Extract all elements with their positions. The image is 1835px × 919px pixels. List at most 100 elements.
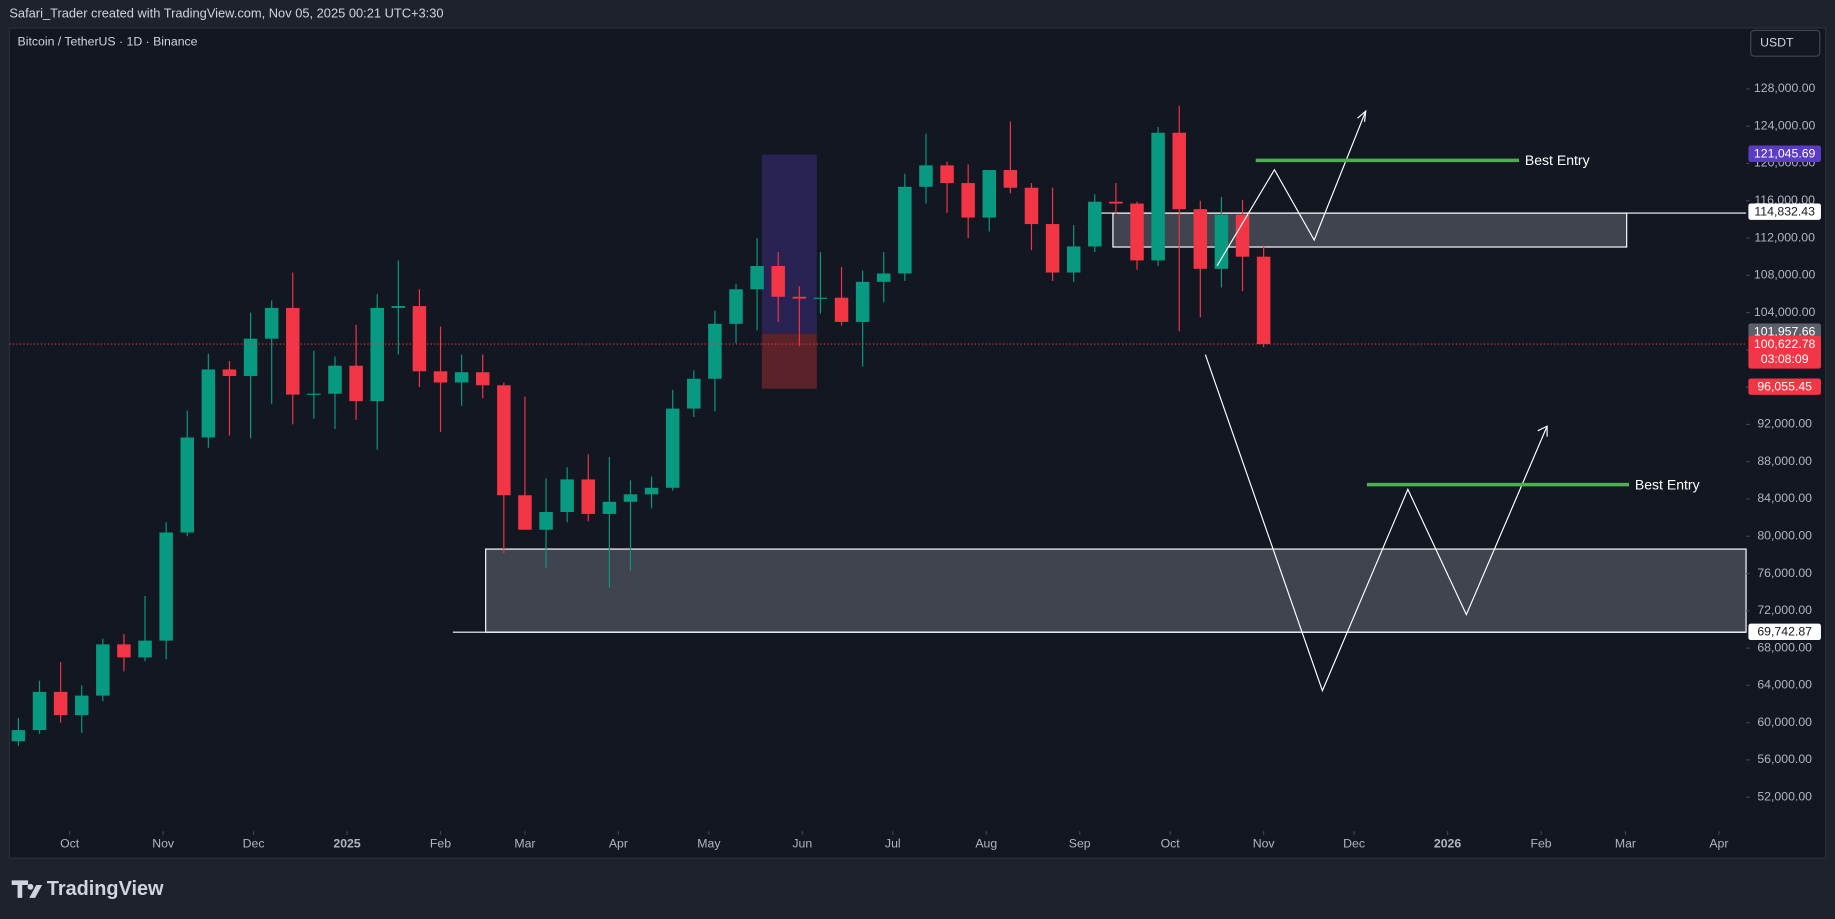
projection-path <box>1216 110 1367 267</box>
candle-body <box>138 640 152 658</box>
candle-body <box>665 408 680 488</box>
x-tick-label: Oct <box>1161 836 1181 850</box>
best-entry-label: Best Entry <box>1525 152 1590 168</box>
price-badge-label: 101,957.66 <box>1754 324 1816 338</box>
price-badge <box>1748 378 1821 395</box>
candle-body <box>243 338 258 376</box>
candle-body <box>708 323 722 379</box>
candle-body <box>328 365 342 394</box>
price-badge <box>1748 145 1821 162</box>
y-tick-label: 108,000.00 <box>1754 268 1816 282</box>
y-tick-label: 76,000.00 <box>1757 566 1812 580</box>
candle-body <box>497 385 511 496</box>
symbol-title: Bitcoin / TetherUS · 1D · Binance <box>18 34 198 48</box>
best-entry-label: Best Entry <box>1635 477 1700 493</box>
candle-body <box>53 691 68 716</box>
price-badge-label: 100,622.78 <box>1754 337 1816 351</box>
currency-button[interactable] <box>1750 29 1821 57</box>
brand-logo: TradingView <box>11 878 164 900</box>
candle-body <box>1045 224 1060 273</box>
y-tick-label: 52,000.00 <box>1757 789 1812 803</box>
candle-body <box>750 266 764 290</box>
candle-body <box>370 307 384 402</box>
axes: 52,000.00 56,000.00 60,000.00 64,000.00 68,0… <box>60 81 1821 850</box>
candle-body <box>518 495 532 530</box>
candle-body <box>1024 187 1039 225</box>
y-tick-label: 84,000.00 <box>1757 491 1812 505</box>
candle-body <box>771 266 785 297</box>
y-tick-label: 80,000.00 <box>1757 529 1812 543</box>
candle-body <box>623 494 638 502</box>
candle-body <box>96 644 110 696</box>
candle-body <box>222 369 237 376</box>
candle-body <box>1130 203 1144 261</box>
candle-body <box>11 730 26 742</box>
candle-body <box>1235 214 1250 257</box>
candle-body <box>940 165 954 184</box>
x-tick-label: Nov <box>1253 836 1276 850</box>
projection-path <box>1204 354 1548 693</box>
y-tick-label: 88,000.00 <box>1757 454 1812 468</box>
position-stop-zone <box>761 333 817 389</box>
price-badge-label: 69,742.87 <box>1757 625 1812 639</box>
candle-body <box>1109 201 1123 204</box>
candle-body <box>1172 132 1186 210</box>
candle-body <box>644 487 659 495</box>
x-tick-label: Jul <box>885 836 901 850</box>
currency-label: USDT <box>1760 36 1794 50</box>
price-badge <box>1748 623 1821 641</box>
y-tick-label: 104,000.00 <box>1754 305 1816 319</box>
logo-mark <box>11 880 43 898</box>
arrow-head <box>1357 109 1367 122</box>
candle-body <box>581 479 596 514</box>
candle-body <box>560 479 574 513</box>
x-tick-label: Feb <box>1530 836 1551 850</box>
header: Safari_Trader created with TradingView.c… <box>9 5 443 20</box>
candle-body <box>855 281 870 322</box>
candle-body <box>687 378 701 409</box>
x-tick-label: Oct <box>60 836 80 850</box>
y-tick-label: 124,000.00 <box>1754 118 1816 132</box>
candle-body <box>264 307 279 339</box>
candle-body <box>834 297 849 322</box>
candle-body <box>1088 201 1102 247</box>
x-tick-label: Dec <box>243 836 265 850</box>
candle-body <box>74 695 89 716</box>
y-tick-label: 112,000.00 <box>1754 230 1815 244</box>
candle-body <box>117 644 131 658</box>
x-tick-label: Apr <box>609 836 628 850</box>
candle-body <box>412 306 427 372</box>
candle-body <box>32 691 47 731</box>
price-badge-label: 96,055.45 <box>1757 379 1812 393</box>
brand-name: TradingView <box>47 878 164 900</box>
y-tick-label: 68,000.00 <box>1757 640 1812 654</box>
candle-body <box>159 532 173 641</box>
x-tick-label: 2025 <box>333 836 360 850</box>
candle-body <box>961 183 975 218</box>
candle-body <box>1151 132 1165 261</box>
candle-body <box>286 307 300 395</box>
candle-body <box>919 165 933 187</box>
candle-body <box>1066 246 1081 273</box>
candle-body <box>982 170 997 218</box>
candle-body <box>349 365 363 402</box>
x-tick-label: Jun <box>792 836 812 850</box>
candle-body <box>602 501 617 514</box>
candle-body <box>1003 170 1018 188</box>
candle-body <box>454 372 469 383</box>
candle-body <box>201 369 216 438</box>
y-tick-label: 92,000.00 <box>1757 417 1812 431</box>
lower-zone <box>485 548 1747 633</box>
candle-body <box>539 512 553 530</box>
upper-zone <box>1112 212 1628 248</box>
candle-body <box>729 289 743 324</box>
y-tick-label: 72,000.00 <box>1757 603 1812 617</box>
y-tick-label: 64,000.00 <box>1757 678 1812 692</box>
price-badge <box>1748 335 1821 369</box>
arrow-head <box>1537 425 1548 437</box>
candle-body <box>898 186 912 274</box>
x-tick-label: Dec <box>1343 836 1365 850</box>
candle-body <box>391 306 406 308</box>
